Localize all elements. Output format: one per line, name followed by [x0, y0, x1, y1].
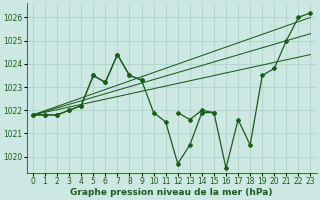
X-axis label: Graphe pression niveau de la mer (hPa): Graphe pression niveau de la mer (hPa): [70, 188, 273, 197]
